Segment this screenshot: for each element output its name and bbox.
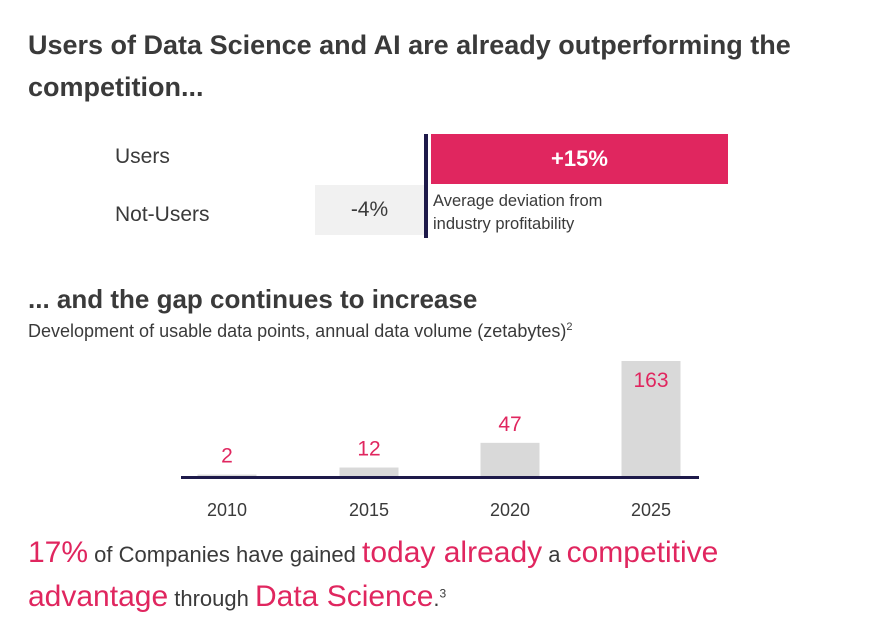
nonusers-bar: -4% [315,185,424,235]
bar-2020 [480,442,540,476]
bar-2010 [197,474,257,476]
section-subtitle: ... and the gap continues to increase [28,284,478,314]
page-title: Users of Data Science and AI are already… [28,30,791,102]
x-tick-label-2020: 2020 [490,500,530,520]
bar-value-label-2010: 2 [221,445,233,468]
footer-text-1: of Companies have gained [88,542,363,567]
deviation-note: Average deviation from industry profitab… [433,192,603,233]
chart-description-text: Development of usable data points, annua… [28,321,567,341]
x-tick-label-2025: 2025 [631,500,671,520]
bar-value-label-2015: 12 [357,438,380,461]
comparison-axis-line [424,134,428,238]
x-axis-line [181,476,699,479]
footnote-marker-3: 3 [439,586,447,601]
users-bar: +15% [431,134,728,184]
footer-advantage: competitive advantage [28,536,719,613]
bar-2015 [339,467,399,476]
users-label: Users [115,145,170,168]
footer-statement: 17% of Companies have gained today alrea… [28,532,858,620]
footer-data-science: Data Science [254,580,434,613]
chart-description: Development of usable data points, annua… [28,321,572,342]
bar-2025 [621,361,681,476]
nonusers-value: -4% [350,198,389,221]
footer-text-3: through [168,586,255,611]
footnote-marker-2: 2 [566,321,573,333]
x-tick-label-2010: 2010 [207,500,247,520]
users-value: +15% [551,146,608,171]
bar-chart: 2 2010 12 2015 47 2020 163 2025 [181,361,699,520]
footer-period: . [433,586,440,611]
footer-percent: 17% [28,536,89,569]
footer-today: today already [362,536,543,569]
bar-value-label-2020: 47 [498,413,521,436]
nonusers-label: Not-Users [115,203,210,226]
x-tick-label-2015: 2015 [349,500,389,520]
bar-value-label-2025: 163 [633,369,668,392]
footer-text-2: a [542,542,567,567]
